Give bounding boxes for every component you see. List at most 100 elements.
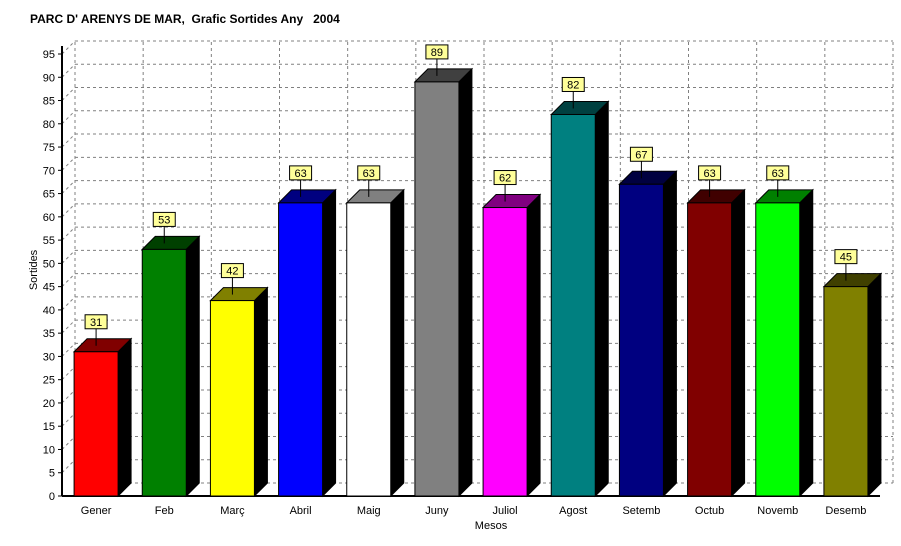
y-tick-label: 55 [43, 235, 55, 247]
x-tick-label: Maig [357, 505, 381, 517]
y-tick-label: 90 [43, 72, 55, 84]
bar-agost [550, 100, 610, 498]
x-tick-label: Abril [290, 505, 312, 517]
gridline-diagonal [61, 459, 76, 474]
bar-setemb [618, 170, 678, 498]
bar-juny [413, 67, 474, 498]
data-label-value: 63 [772, 168, 784, 180]
y-axis-label: Sortides [28, 249, 40, 290]
gridline-diagonal [61, 319, 76, 334]
bar-side [867, 272, 882, 498]
y-tick-label: 95 [43, 49, 55, 61]
y-tick-label: 45 [43, 282, 55, 294]
data-label-box [357, 165, 381, 181]
data-label-box [766, 165, 790, 181]
data-label-box [493, 170, 517, 186]
bar-front [346, 202, 392, 497]
bar-front [278, 202, 324, 497]
bar-side [526, 193, 541, 498]
y-tick-label: 75 [43, 142, 55, 154]
gridline-diagonal [61, 250, 76, 264]
bar-octub [686, 188, 746, 498]
data-label-value: 63 [363, 168, 375, 180]
bar-side [253, 286, 268, 498]
bar-març [209, 286, 269, 498]
chart-title: PARC D' ARENYS DE MAR, Grafic Sortides A… [30, 12, 340, 26]
data-label-value: 62 [499, 173, 511, 185]
y-tick-label: 70 [43, 165, 55, 177]
data-label-box [629, 146, 653, 162]
bar-front [73, 351, 119, 497]
gridline-diagonal [61, 273, 76, 287]
bar-novemb [754, 188, 814, 498]
data-label-box [425, 44, 449, 60]
data-label: 31 [84, 314, 108, 346]
data-label: 63 [766, 165, 790, 197]
bar-maig [345, 188, 405, 498]
data-label-value: 63 [294, 168, 306, 180]
data-label-value: 53 [158, 214, 170, 226]
data-label: 89 [425, 44, 449, 76]
x-tick-label: Desemb [825, 505, 866, 517]
bar-front [209, 300, 255, 497]
x-tick-label: Març [220, 505, 245, 517]
bar-front [550, 113, 596, 497]
bar-juliol [481, 193, 542, 498]
data-label-value: 89 [431, 47, 443, 59]
gridline-diagonal [61, 63, 76, 78]
bar-front [414, 81, 460, 497]
bar-front [823, 286, 869, 497]
y-tick-label: 60 [43, 212, 55, 224]
y-tick-label: 85 [43, 96, 55, 108]
x-tick-label: Octub [695, 505, 724, 517]
gridline-diagonal [61, 412, 76, 427]
y-tick-label: 10 [43, 444, 55, 456]
data-label-box [698, 165, 722, 181]
axes: 0 5 10 15 20 25 30 35 40 45 50 55 60 65 70 75 80 85 90 95 Ge… [43, 46, 880, 517]
bar-front [482, 207, 528, 497]
gridline-diagonal [61, 87, 76, 101]
bar-front [755, 202, 801, 497]
y-tick-label: 35 [43, 328, 55, 340]
data-label-value: 82 [567, 79, 579, 91]
bars [72, 67, 883, 498]
data-label: 63 [698, 165, 722, 197]
data-label-box [152, 211, 176, 227]
gridline-diagonal [61, 156, 76, 171]
data-label-value: 42 [226, 266, 238, 278]
data-label: 63 [289, 165, 313, 197]
gridline-diagonal [61, 296, 76, 311]
bar-desemb [822, 272, 883, 498]
y-tick-label: 5 [49, 468, 55, 480]
gridline-diagonal [61, 180, 76, 194]
x-tick-label: Juny [425, 505, 449, 517]
data-label: 63 [357, 165, 381, 197]
gridline-diagonal [61, 110, 76, 125]
data-label: 67 [629, 146, 653, 179]
bar-side [185, 235, 200, 498]
data-label-value: 45 [840, 252, 852, 264]
data-label-box [561, 76, 585, 92]
y-tick-label: 25 [43, 375, 55, 387]
y-tick-label: 80 [43, 119, 55, 131]
y-tick-label: 15 [43, 421, 55, 433]
gridline-diagonal [61, 343, 76, 357]
y-tick-label: 50 [43, 258, 55, 270]
gridline-diagonal [61, 203, 76, 218]
data-label: 53 [152, 211, 176, 244]
gridline-diagonal [61, 133, 76, 148]
data-label-box [84, 314, 108, 330]
data-label-value: 63 [703, 168, 715, 180]
gridline-diagonal [61, 389, 76, 404]
y-tick-label: 20 [43, 398, 55, 410]
bar-abril [277, 188, 337, 498]
bar-feb [141, 235, 201, 498]
data-label-box [289, 165, 313, 181]
y-tick-label: 0 [49, 491, 55, 503]
bar-side [322, 188, 337, 498]
bar-side [799, 188, 814, 498]
data-label: 45 [834, 249, 858, 281]
bar-side [662, 170, 677, 498]
data-label-value: 67 [635, 149, 647, 161]
